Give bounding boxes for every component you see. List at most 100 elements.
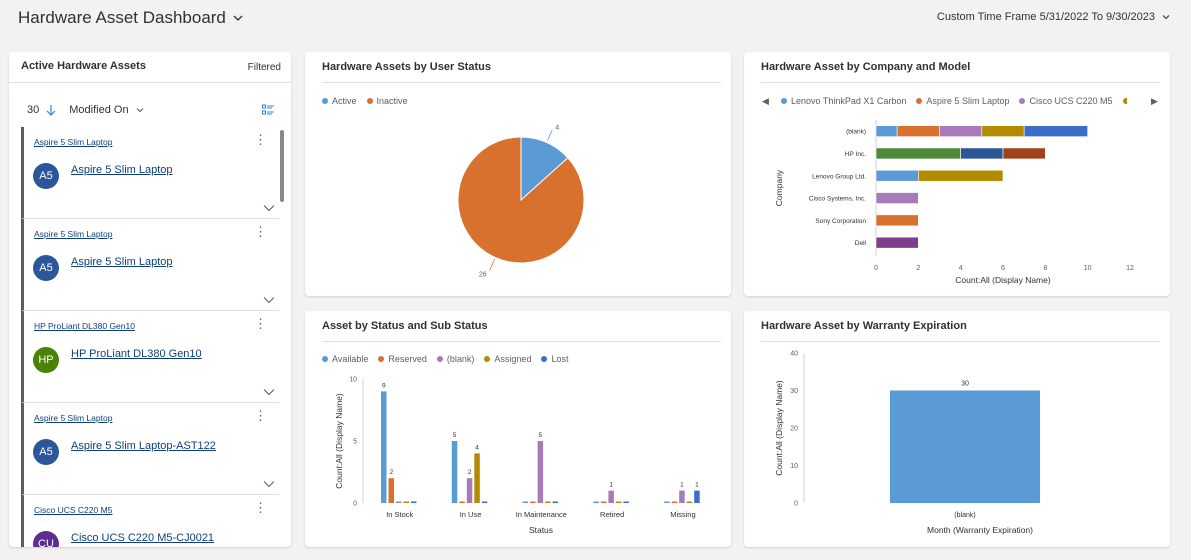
- more-options-icon[interactable]: ⋮: [254, 316, 267, 331]
- bar[interactable]: [537, 441, 544, 503]
- bar[interactable]: [615, 501, 622, 504]
- bar-segment[interactable]: [875, 192, 919, 204]
- chart-legend: Lenovo ThinkPad X1 Carbon Aspire 5 Slim L…: [781, 96, 1127, 106]
- bar-segment[interactable]: [875, 169, 919, 182]
- bar[interactable]: [694, 490, 700, 503]
- pie-slice-inactive[interactable]: [457, 136, 585, 264]
- sort-arrow-down-icon[interactable]: [45, 104, 57, 116]
- bar-segment[interactable]: [939, 125, 983, 137]
- bar[interactable]: [686, 501, 693, 504]
- legend-item[interactable]: Available: [322, 354, 368, 364]
- item-model-link[interactable]: HP ProLiant DL380 Gen10: [34, 321, 135, 331]
- bar[interactable]: [411, 501, 417, 504]
- data-label-leader: [489, 259, 495, 271]
- company-bar-chart: 0 2 4 6 8 10 12 (blank) HP Inc. Lenovo Group Ltd.…: [774, 120, 1134, 285]
- bar[interactable]: [522, 501, 529, 504]
- bar[interactable]: [381, 391, 387, 503]
- more-options-icon[interactable]: ⋮: [254, 224, 267, 239]
- bar[interactable]: [459, 501, 465, 504]
- chevron-down-icon: [1162, 15, 1170, 20]
- dashboard-header: Hardware Asset Dashboard Custom Time Fra…: [0, 0, 1191, 38]
- item-model-link[interactable]: Aspire 5 Slim Laptop: [34, 137, 113, 147]
- list-view-icon[interactable]: [262, 104, 274, 116]
- bar[interactable]: [608, 490, 614, 503]
- bar[interactable]: [481, 501, 488, 504]
- legend-next-arrow[interactable]: ▶: [1151, 96, 1158, 106]
- bar-segment[interactable]: [918, 169, 1004, 182]
- list-item[interactable]: Aspire 5 Slim Laptop ⋮ A5 Aspire 5 Slim …: [21, 219, 279, 311]
- bar[interactable]: [388, 478, 395, 503]
- bar-segment[interactable]: [875, 125, 898, 137]
- expand-chevron-icon[interactable]: [263, 204, 275, 214]
- list-item[interactable]: Aspire 5 Slim Laptop ⋮ A5 Aspire 5 Slim …: [21, 127, 279, 219]
- legend-item[interactable]: Assigned: [484, 354, 531, 364]
- item-title-link[interactable]: Aspire 5 Slim Laptop: [71, 256, 173, 268]
- bar[interactable]: [623, 501, 629, 504]
- bar-segment[interactable]: [960, 147, 1004, 160]
- bar-segment[interactable]: [981, 125, 1025, 137]
- bar[interactable]: [890, 390, 1040, 504]
- y-tick-label: Sony Corporation: [815, 218, 866, 225]
- filtered-label: Filtered: [247, 62, 281, 73]
- item-title-link[interactable]: Aspire 5 Slim Laptop: [71, 164, 173, 176]
- legend-item[interactable]: Inactive: [366, 96, 408, 106]
- timeframe-label[interactable]: Custom Time Frame 5/31/2022 To 9/30/2023: [937, 11, 1171, 23]
- bar-segment[interactable]: [896, 125, 940, 137]
- bar-segment[interactable]: [875, 147, 961, 160]
- expand-chevron-icon[interactable]: [263, 388, 275, 398]
- list-item[interactable]: Aspire 5 Slim Laptop ⋮ A5 Aspire 5 Slim …: [21, 403, 279, 495]
- item-title-link[interactable]: HP ProLiant DL380 Gen10: [71, 348, 202, 360]
- item-title-link[interactable]: Cisco UCS C220 M5-CJ0021: [71, 532, 215, 544]
- bar[interactable]: [600, 501, 607, 504]
- legend-item[interactable]: Active: [322, 96, 357, 106]
- item-model-link[interactable]: Cisco UCS C220 M5: [34, 505, 113, 515]
- item-title-link[interactable]: Aspire 5 Slim Laptop-AST122: [71, 440, 216, 452]
- item-model-link[interactable]: Aspire 5 Slim Laptop: [34, 413, 113, 423]
- bar[interactable]: [451, 441, 458, 503]
- bar[interactable]: [664, 501, 670, 504]
- bar-segment[interactable]: [875, 214, 919, 227]
- bar[interactable]: [552, 501, 559, 504]
- more-options-icon[interactable]: ⋮: [254, 500, 267, 515]
- bar[interactable]: [403, 501, 410, 504]
- list-item[interactable]: HP ProLiant DL380 Gen10 ⋮ HP HP ProLiant…: [21, 311, 279, 403]
- bar[interactable]: [466, 478, 473, 503]
- bar-segment[interactable]: [875, 236, 919, 249]
- dashboard-selector[interactable]: Hardware Asset Dashboard: [18, 8, 244, 28]
- legend-item[interactable]: [1122, 98, 1127, 104]
- bar-segment[interactable]: [1023, 125, 1088, 137]
- avatar: HP: [33, 347, 59, 373]
- legend-swatch: [541, 356, 548, 362]
- bar[interactable]: [545, 501, 551, 504]
- y-tick-label: Dell: [855, 240, 867, 247]
- expand-chevron-icon[interactable]: [263, 296, 275, 306]
- legend-item[interactable]: (blank): [436, 354, 474, 364]
- bar-segment[interactable]: [1002, 147, 1046, 160]
- item-model-link[interactable]: Aspire 5 Slim Laptop: [34, 229, 113, 239]
- data-label: 26: [479, 271, 487, 278]
- bar[interactable]: [671, 501, 678, 504]
- legend-item[interactable]: Aspire 5 Slim Laptop: [916, 96, 1009, 106]
- chevron-down-icon[interactable]: [135, 105, 145, 115]
- more-options-icon[interactable]: ⋮: [254, 132, 267, 147]
- bar[interactable]: [593, 501, 599, 504]
- scrollbar-thumb[interactable]: [280, 130, 284, 202]
- data-label: 1: [609, 482, 613, 489]
- legend-item[interactable]: Reserved: [378, 354, 427, 364]
- legend-prev-arrow[interactable]: ◀: [762, 96, 769, 106]
- sort-field-dropdown[interactable]: Modified On: [69, 104, 129, 116]
- legend-label: Cisco UCS C220 M5: [1029, 96, 1113, 106]
- card-title: Hardware Asset by Warranty Expiration: [761, 320, 967, 332]
- chart-legend: Available Reserved (blank) Assigned Lost: [322, 354, 568, 364]
- legend-item[interactable]: Lenovo ThinkPad X1 Carbon: [781, 96, 906, 106]
- card-title: Asset by Status and Sub Status: [322, 320, 488, 332]
- legend-item[interactable]: Lost: [541, 354, 568, 364]
- bar[interactable]: [679, 490, 685, 503]
- expand-chevron-icon[interactable]: [263, 480, 275, 490]
- bar[interactable]: [474, 453, 480, 503]
- bar[interactable]: [396, 501, 402, 504]
- bar[interactable]: [530, 501, 536, 504]
- more-options-icon[interactable]: ⋮: [254, 408, 267, 423]
- legend-item[interactable]: Cisco UCS C220 M5: [1019, 96, 1113, 106]
- list-item[interactable]: Cisco UCS C220 M5 ⋮ CU Cisco UCS C220 M5…: [21, 495, 279, 547]
